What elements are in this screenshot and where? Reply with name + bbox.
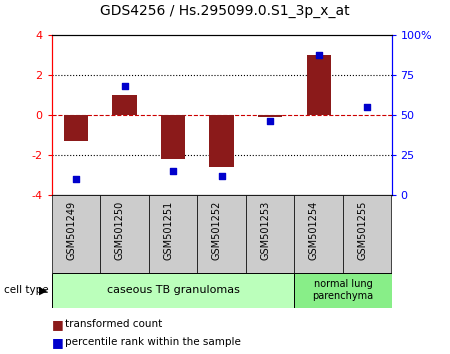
- Bar: [149, 195, 198, 273]
- Text: cell type: cell type: [4, 285, 49, 295]
- Bar: [161, 115, 185, 159]
- Point: [72, 176, 80, 182]
- Text: GDS4256 / Hs.295099.0.S1_3p_x_at: GDS4256 / Hs.295099.0.S1_3p_x_at: [100, 4, 350, 18]
- Bar: [258, 115, 282, 117]
- Point: [364, 104, 371, 110]
- Text: GSM501249: GSM501249: [66, 201, 76, 260]
- Point: [170, 168, 177, 173]
- Text: GSM501253: GSM501253: [260, 201, 270, 260]
- Text: caseous TB granulomas: caseous TB granulomas: [107, 285, 239, 295]
- Bar: [294, 273, 392, 308]
- Bar: [246, 195, 294, 273]
- Point: [315, 52, 322, 57]
- Text: normal lung
parenchyma: normal lung parenchyma: [312, 279, 373, 301]
- Point: [266, 119, 274, 124]
- Bar: [52, 195, 100, 273]
- Bar: [294, 195, 343, 273]
- Bar: [64, 115, 88, 141]
- Bar: [100, 195, 149, 273]
- Text: ▶: ▶: [39, 285, 47, 295]
- Point: [121, 84, 128, 89]
- Text: percentile rank within the sample: percentile rank within the sample: [65, 337, 241, 348]
- Text: GSM501252: GSM501252: [212, 201, 221, 260]
- Bar: [306, 55, 331, 115]
- Text: GSM501251: GSM501251: [163, 201, 173, 260]
- Text: GSM501255: GSM501255: [357, 201, 367, 260]
- Bar: [210, 115, 234, 167]
- Bar: [112, 95, 137, 115]
- Text: GSM501250: GSM501250: [115, 201, 125, 260]
- Text: GSM501254: GSM501254: [309, 201, 319, 260]
- Text: ■: ■: [52, 318, 63, 331]
- Text: transformed count: transformed count: [65, 319, 162, 329]
- Text: ■: ■: [52, 336, 63, 349]
- Bar: [198, 195, 246, 273]
- Bar: [343, 195, 392, 273]
- Point: [218, 173, 225, 178]
- Bar: [52, 273, 294, 308]
